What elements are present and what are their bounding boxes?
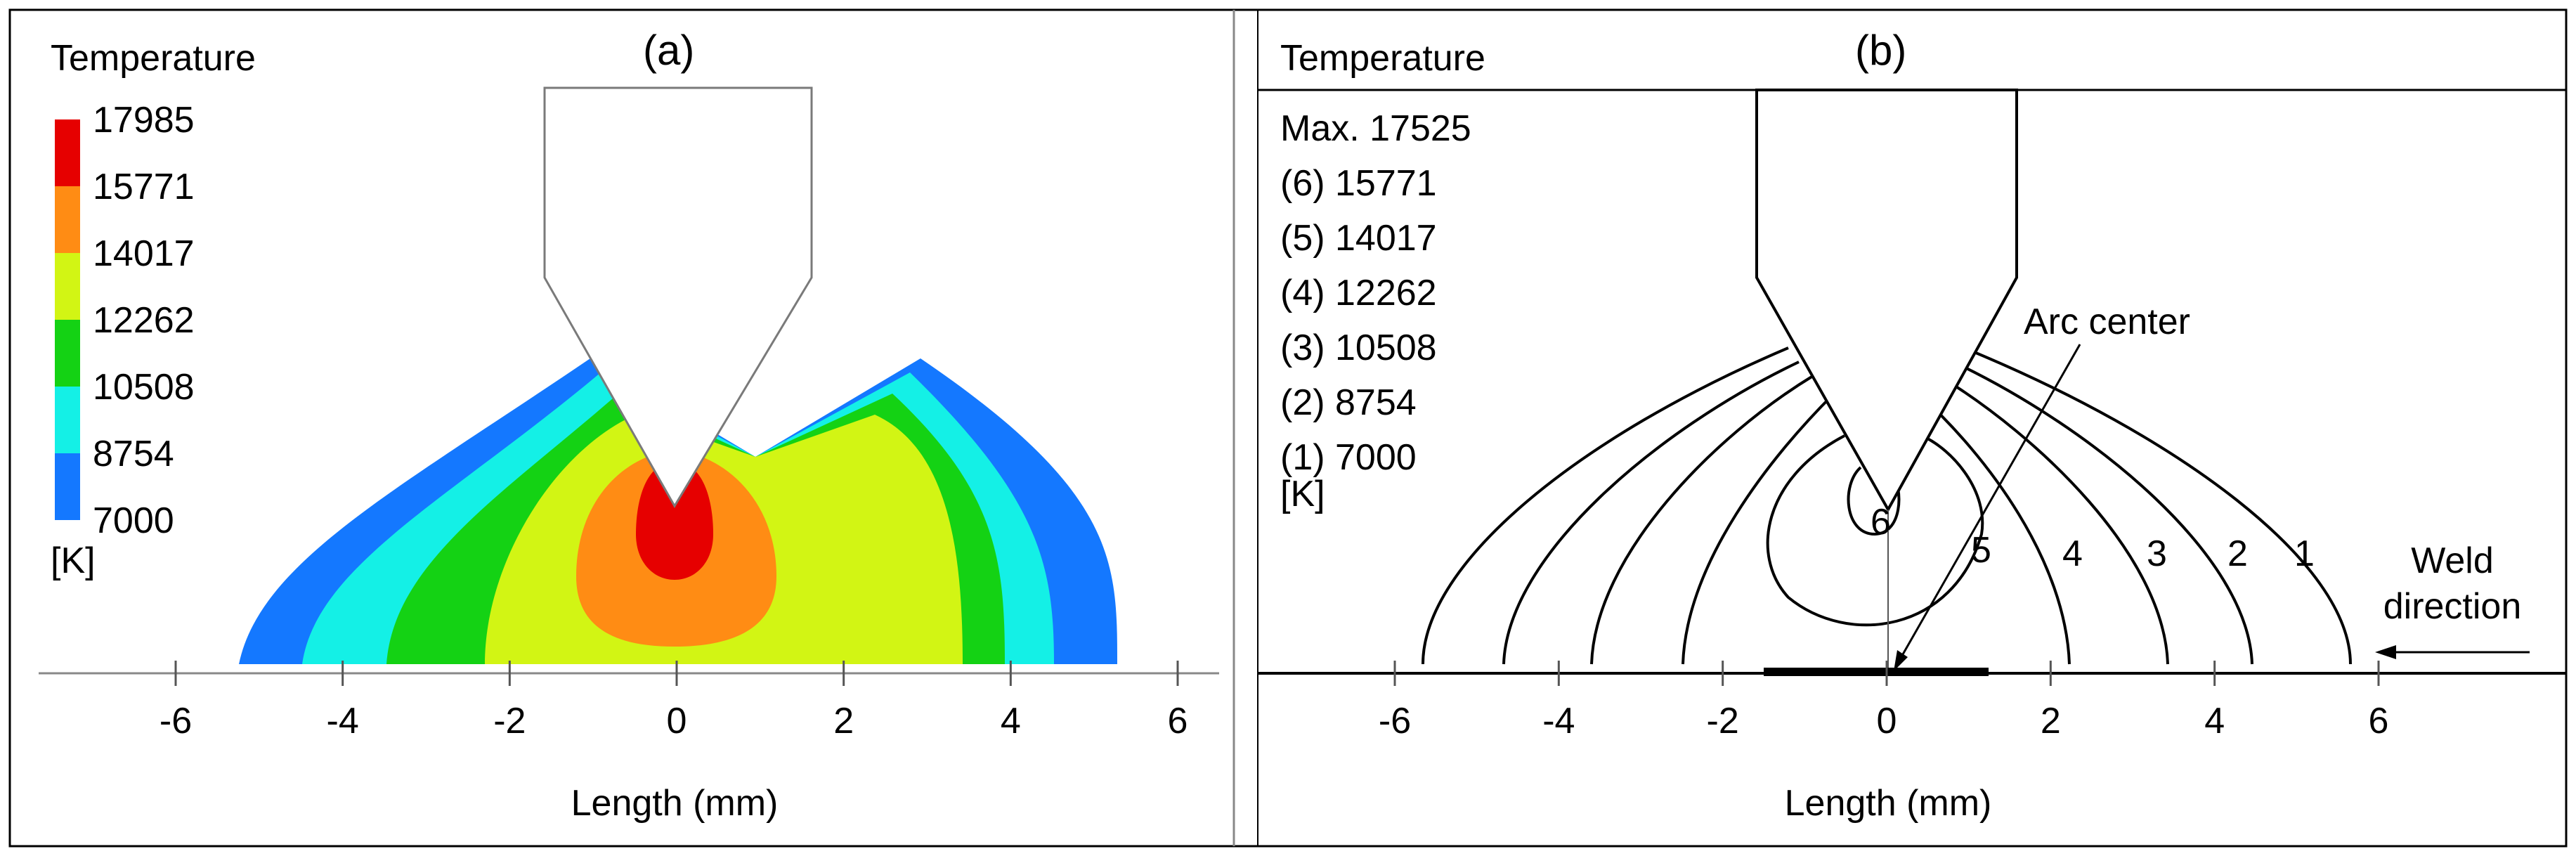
panel-label-b: (b) <box>1855 27 1906 74</box>
legend-swatch <box>55 453 80 520</box>
legend-swatch <box>55 186 80 253</box>
legend-level-label: 7000 <box>93 500 174 541</box>
isotherm-1 <box>1422 346 2352 665</box>
panel-a: Temperature (a) 17985 15771 14017 12262 1050… <box>39 27 1219 824</box>
x-tick-label: 6 <box>1168 701 1188 741</box>
legend-a: 17985 15771 14017 12262 10508 8754 7000 <box>55 100 195 541</box>
x-axis-b: -6 -4 -2 0 2 4 6 <box>1379 661 2389 741</box>
x-tick-label: 6 <box>2369 701 2389 741</box>
electrode-b <box>1755 89 2018 513</box>
legend-level-label: 8754 <box>93 434 174 474</box>
contour-label: 1 <box>2294 533 2315 574</box>
legend-swatch <box>55 387 80 453</box>
level-entry: (6) 15771 <box>1280 163 1437 204</box>
legend-level-label: 15771 <box>93 167 195 207</box>
level-entry: (4) 12262 <box>1280 273 1437 313</box>
weld-bead-b <box>1764 668 1989 676</box>
contour-label: 4 <box>2062 533 2083 574</box>
level-entry: (3) 10508 <box>1280 328 1437 368</box>
x-tick-label: -2 <box>493 701 526 741</box>
x-tick-label: 0 <box>1877 701 1897 741</box>
legend-unit-b: [K] <box>1280 474 1325 514</box>
x-axis-title-b: Length (mm) <box>1785 783 1992 824</box>
level-entry: (1) 7000 <box>1280 437 1417 478</box>
isotherms-b <box>1422 346 2352 665</box>
contour-label: 6 <box>1871 502 1891 543</box>
legend-swatch <box>55 119 80 186</box>
level-entry: (2) 8754 <box>1280 382 1417 423</box>
level-entry: (5) 14017 <box>1280 218 1437 259</box>
x-tick-label: -6 <box>1379 701 1411 741</box>
arc-center-arrow <box>1896 344 2081 665</box>
levels-list-b: (6) 15771 (5) 14017 (4) 12262 (3) 10508 (2) … <box>1280 163 1437 478</box>
isotherm-2 <box>1502 361 2253 665</box>
weld-direction-line1: Weld <box>2411 540 2494 581</box>
arc-center-label: Arc center <box>2024 301 2190 342</box>
weld-direction-line2: direction <box>2383 586 2522 627</box>
band-red-15771 <box>636 460 713 580</box>
x-tick-label: 2 <box>2041 701 2061 741</box>
x-tick-label: 2 <box>833 701 854 741</box>
legend-level-label: 14017 <box>93 233 195 274</box>
legend-level-label: 12262 <box>93 300 195 341</box>
panel-b: Temperature (b) Max. 17525 (6) 15771 (5) … <box>1258 27 2566 824</box>
weld-direction-arrowhead <box>2375 645 2396 659</box>
electrode-a <box>543 86 813 508</box>
x-axis-title-a: Length (mm) <box>571 783 779 824</box>
x-tick-label: 4 <box>1001 701 1021 741</box>
contour-label: 3 <box>2147 533 2167 574</box>
contour-label: 5 <box>1971 530 1991 571</box>
legend-level-label: 10508 <box>93 367 195 408</box>
x-tick-label: -4 <box>1542 701 1575 741</box>
legend-level-label: 17985 <box>93 100 195 141</box>
panel-label-a: (a) <box>643 27 694 74</box>
legend-swatch <box>55 253 80 320</box>
contour-labels-b: 6 5 4 3 2 1 <box>1871 502 2315 574</box>
x-tick-label: 4 <box>2204 701 2225 741</box>
isotherm-3 <box>1590 375 2169 665</box>
x-tick-label: -4 <box>327 701 359 741</box>
isotherm-5 <box>1766 434 1984 627</box>
isotherm-4 <box>1681 392 2071 665</box>
x-tick-label: 0 <box>667 701 687 741</box>
legend-unit-a: [K] <box>51 540 96 581</box>
x-tick-label: -2 <box>1707 701 1739 741</box>
legend-title-b: Temperature <box>1280 38 1485 79</box>
x-tick-label: -6 <box>160 701 192 741</box>
contour-label: 2 <box>2227 533 2248 574</box>
isotherm-6 <box>1847 466 1901 536</box>
figure-border <box>8 8 2568 848</box>
arc-center-arrowhead <box>1894 650 1908 671</box>
max-label-b: Max. 17525 <box>1280 108 1471 149</box>
x-axis-a: -6 -4 -2 0 2 4 6 <box>160 661 1188 741</box>
legend-swatch <box>55 320 80 387</box>
legend-title-a: Temperature <box>51 38 256 79</box>
